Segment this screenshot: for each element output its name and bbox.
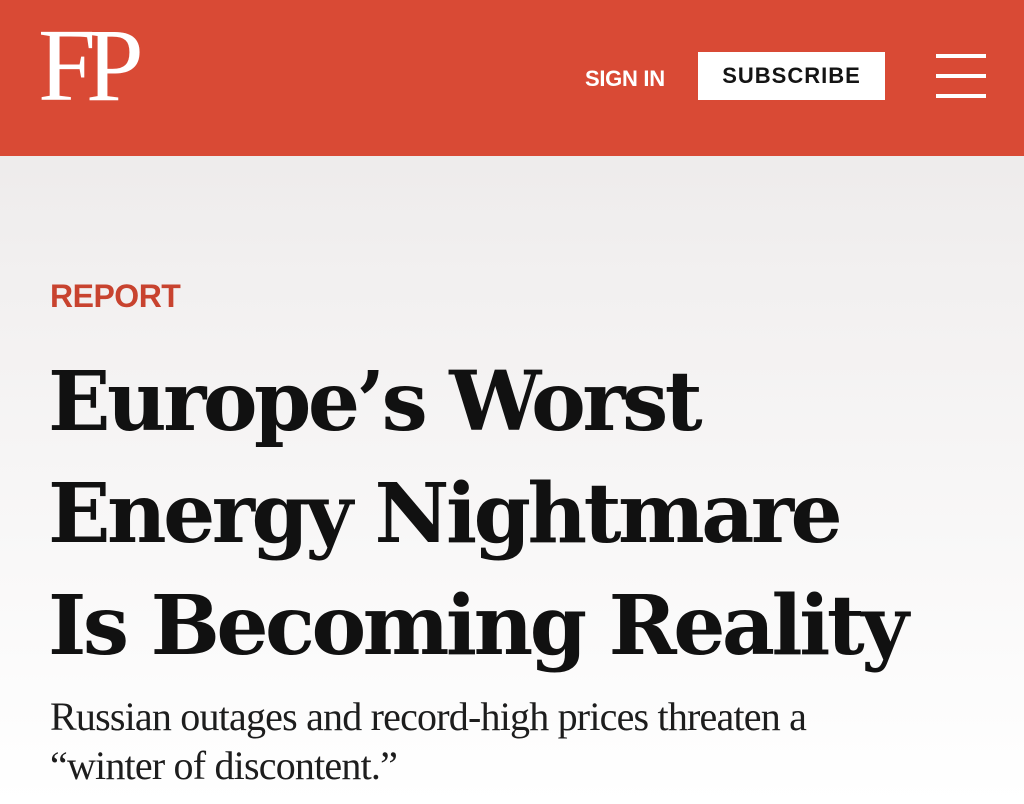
- sign-in-link[interactable]: SIGN IN: [585, 66, 665, 91]
- site-header: FP SIGN IN SUBSCRIBE: [0, 0, 1024, 156]
- article-kicker[interactable]: REPORT: [50, 278, 181, 314]
- headline-line: Europe’s Worst: [48, 354, 703, 450]
- hamburger-menu-icon[interactable]: [936, 54, 986, 98]
- subscribe-button[interactable]: SUBSCRIBE: [698, 52, 885, 100]
- headline-line: Energy Nightmare: [48, 466, 843, 562]
- menu-bar: [936, 94, 986, 98]
- menu-bar: [936, 74, 986, 78]
- dek-line: “winter of discontent.”: [50, 743, 398, 788]
- article-dek: Russian outages and record-high prices t…: [50, 692, 1010, 790]
- menu-bar: [936, 54, 986, 58]
- headline-line: Is Becoming Reality: [48, 578, 909, 674]
- dek-line: Russian outages and record-high prices t…: [50, 694, 807, 739]
- article-headline: Europe’s Worst Energy Nightmare Is Becom…: [48, 346, 1008, 682]
- fp-logo[interactable]: FP: [38, 8, 144, 123]
